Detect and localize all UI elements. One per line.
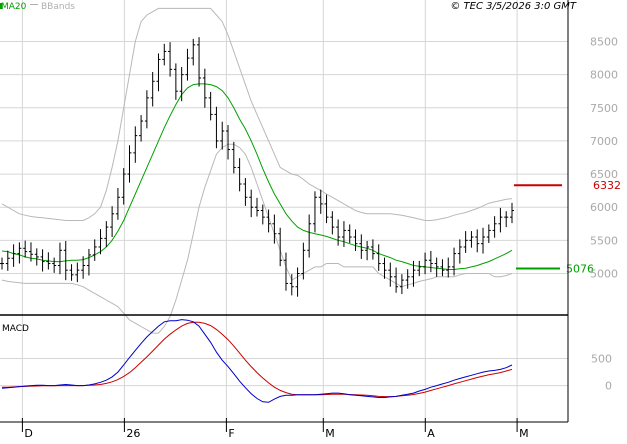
ma20-line — [1, 83, 513, 270]
price-y-tick-label: 5500 — [590, 234, 618, 247]
bbands-layer — [1, 7, 513, 334]
bbands-upper-line — [1, 7, 513, 221]
price-bars-layer — [0, 37, 514, 297]
bbands-legend-swatch — [30, 4, 38, 5]
x-tick-label: M — [519, 427, 529, 440]
price-y-tick-label: 7000 — [590, 135, 618, 148]
ma20-legend-label: MA20 — [1, 2, 27, 12]
macd-y-tick-label: 500 — [591, 353, 612, 366]
x-tick-label: 26 — [126, 427, 140, 440]
x-tick-label: F — [228, 427, 234, 440]
price-panel — [0, 0, 568, 315]
macd-y-tick-label: 0 — [605, 380, 612, 393]
bbands-lower-line — [1, 143, 513, 334]
price-y-tick-label: 8500 — [590, 36, 618, 49]
bbands-legend-label: BBands — [41, 2, 75, 12]
macd-lines-layer — [1, 319, 513, 403]
x-tick-label: A — [427, 427, 435, 440]
price-y-tick-label: 7500 — [590, 102, 618, 115]
grid-layer — [0, 0, 568, 422]
timestamp: © TEC 3/5/2026 3:0 GMT — [450, 1, 577, 12]
level-marker-label: 6332 — [593, 179, 621, 192]
axis-layer: 5000 5500 6000 6500 7000 7500 8000 8500 0 500 D 26 F… — [21, 36, 618, 440]
ma20-layer — [1, 83, 513, 270]
macd-panel — [0, 315, 568, 422]
ma20-legend-swatch — [0, 3, 2, 9]
price-y-tick-label: 5000 — [590, 267, 618, 280]
level-marker-label: 5076 — [566, 262, 594, 275]
price-y-tick-label: 6500 — [590, 168, 618, 181]
level-markers-layer: 6332 5076 — [514, 179, 621, 275]
price-y-tick-label: 6000 — [590, 201, 618, 214]
x-tick-label: M — [325, 427, 335, 440]
x-tick-label: D — [24, 427, 32, 440]
macd-main-line — [1, 319, 513, 403]
macd-title: MACD — [2, 324, 29, 334]
price-y-tick-label: 8000 — [590, 69, 618, 82]
